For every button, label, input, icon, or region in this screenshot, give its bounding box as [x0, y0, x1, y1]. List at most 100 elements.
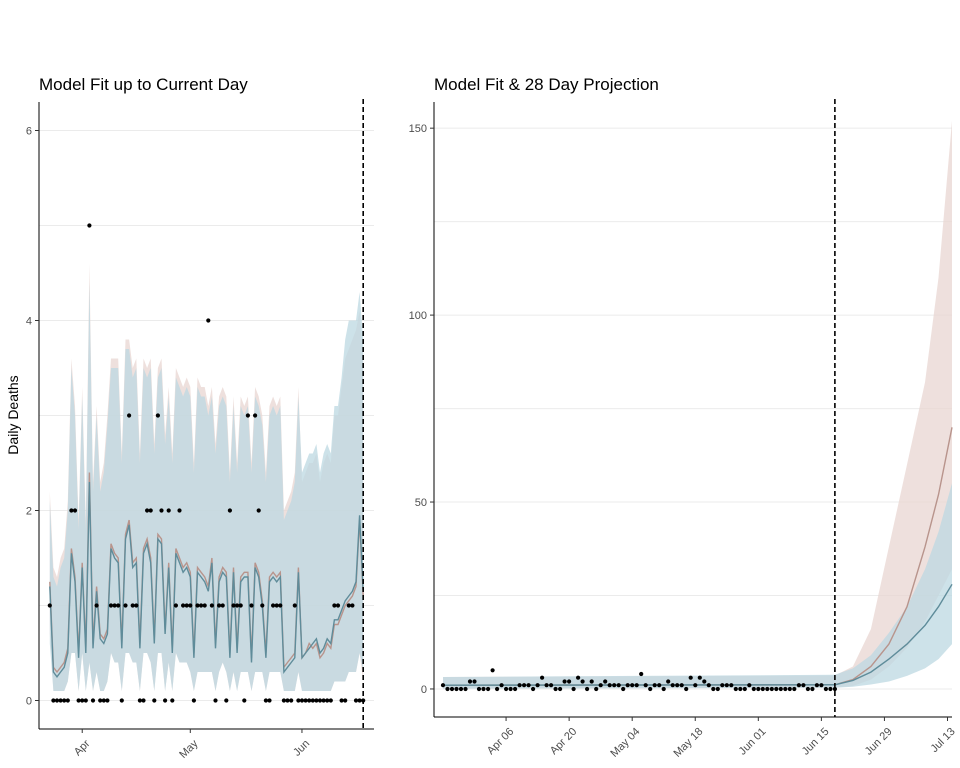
right-observed-point [828, 686, 833, 692]
right-observed-point [670, 683, 675, 688]
left-ribbon-1 [49, 282, 364, 691]
left-observed-point [285, 698, 290, 703]
right-x-tick-label: May 18 [671, 726, 705, 760]
right-observed-point [720, 683, 725, 688]
left-observed-point [350, 603, 355, 608]
left-observed-point [307, 698, 312, 703]
left-observed-point [353, 698, 359, 703]
left-observed-point [249, 603, 254, 608]
right-observed-point [756, 686, 761, 692]
left-observed-point [303, 698, 308, 703]
right-observed-point [454, 686, 459, 692]
right-observed-point [558, 686, 563, 692]
right-observed-point [522, 683, 527, 688]
right-observed-point [643, 683, 648, 688]
right-observed-point [693, 683, 698, 688]
left-observed-point [235, 603, 240, 608]
right-observed-point [495, 686, 500, 692]
left-observed-point [274, 603, 279, 608]
left-observed-point [148, 508, 153, 513]
right-observed-point [661, 686, 666, 692]
left-y-tick-label: 6 [26, 126, 32, 138]
right-observed-points [440, 668, 838, 692]
right-ribbon-1 [443, 483, 952, 689]
right-observed-point [612, 683, 617, 688]
right-observed-point [486, 686, 491, 692]
left-x-ticks: Apr May Jun [72, 729, 312, 761]
right-observed-point [814, 683, 820, 688]
right-observed-point [571, 686, 576, 692]
left-observed-point [253, 413, 258, 418]
right-observed-point [778, 686, 783, 692]
left-observed-point [314, 698, 319, 703]
left-observed-point [317, 698, 323, 703]
right-observed-point [567, 679, 572, 684]
left-observed-point [94, 603, 99, 608]
right-observed-point [526, 683, 531, 688]
left-series-lines [49, 472, 364, 678]
left-ribbons [49, 263, 364, 691]
right-series-line-1 [442, 583, 953, 686]
right-observed-point [823, 686, 829, 692]
left-chart-title: Model Fit up to Current Day [39, 75, 248, 94]
left-observed-point [76, 698, 81, 703]
right-observed-point [607, 683, 612, 688]
right-observed-point [476, 686, 482, 692]
right-observed-point [711, 686, 716, 692]
left-observed-point [101, 698, 106, 703]
left-observed-point [123, 603, 128, 608]
left-observed-point [72, 508, 78, 513]
right-x-tick-label: Apr 20 [548, 726, 579, 757]
right-observed-point [697, 675, 702, 680]
left-observed-point [80, 698, 85, 703]
left-observed-point [195, 603, 200, 608]
left-observed-point [202, 603, 207, 608]
left-observed-point [231, 603, 236, 608]
right-x-ticks: Apr 06 Apr 20 May 04 May 18 Jun 01 Jun 15 Jun … [485, 717, 958, 760]
left-observed-point [173, 603, 178, 608]
left-axes [38, 102, 374, 730]
left-observed-point [181, 603, 186, 608]
right-observed-point [603, 679, 608, 684]
right-observed-point [481, 686, 486, 692]
right-chart-title: Model Fit & 28 Day Projection [434, 75, 659, 94]
right-observed-point [801, 683, 806, 688]
right-observed-point [490, 668, 495, 673]
right-observed-point [472, 679, 477, 684]
left-y-ticks: 0 2 4 6 [26, 126, 39, 708]
left-observed-point [130, 603, 135, 608]
left-observed-point [217, 603, 222, 608]
right-x-tick-label: Jun 29 [863, 726, 895, 758]
right-observed-point [589, 679, 594, 684]
right-observed-point [580, 679, 585, 684]
right-y-tick-label: 100 [409, 310, 427, 322]
left-observed-point [335, 603, 341, 608]
right-observed-point [675, 683, 680, 688]
right-observed-point [657, 683, 662, 688]
right-observed-point [540, 675, 545, 680]
right-observed-point [616, 683, 621, 688]
right-observed-point [634, 683, 639, 688]
right-observed-point [621, 686, 626, 692]
right-observed-point [639, 671, 644, 677]
right-observed-point [517, 683, 522, 688]
left-observed-point [166, 508, 171, 513]
left-observed-point [339, 698, 344, 703]
left-observed-point [332, 603, 337, 608]
left-observed-point [281, 698, 286, 703]
left-observed-point [213, 698, 218, 703]
right-observed-point [625, 683, 630, 688]
right-observed-point [499, 683, 504, 688]
left-observed-point [51, 698, 56, 703]
left-observed-point [54, 698, 60, 703]
left-x-tick-label: May [177, 737, 201, 761]
left-y-tick-label: 2 [26, 506, 32, 518]
left-observed-point [47, 603, 52, 608]
left-observed-point [62, 698, 67, 703]
right-observed-point [706, 683, 711, 688]
left-observed-point [224, 698, 229, 703]
left-observed-point [137, 698, 142, 703]
right-observed-point [544, 683, 549, 688]
right-observed-point [585, 686, 590, 692]
